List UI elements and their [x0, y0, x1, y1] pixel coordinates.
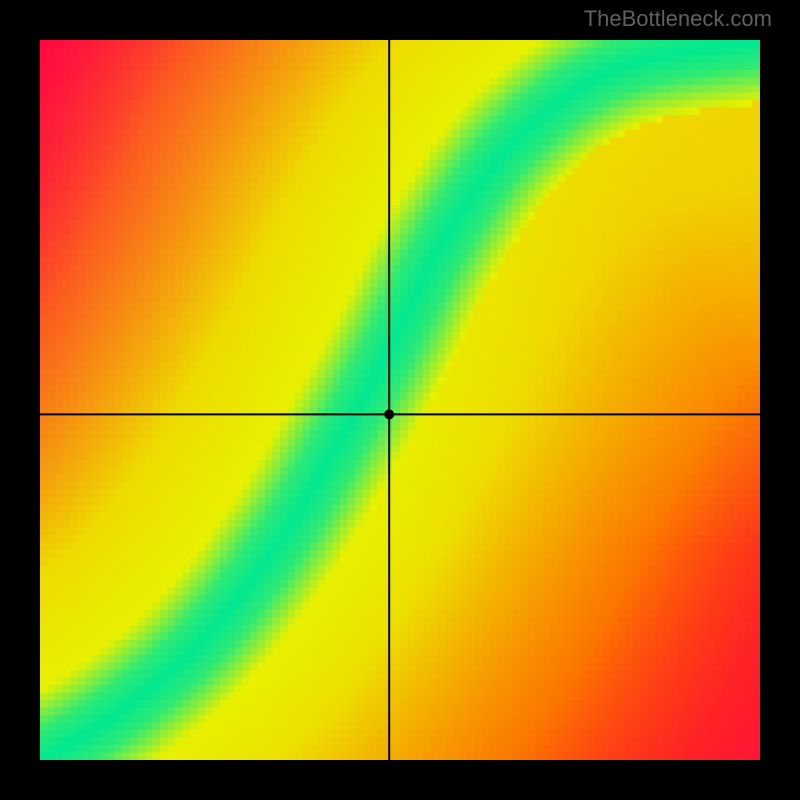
watermark-text: TheBottleneck.com	[584, 6, 772, 32]
chart-container: TheBottleneck.com	[0, 0, 800, 800]
bottleneck-heatmap	[40, 40, 760, 760]
